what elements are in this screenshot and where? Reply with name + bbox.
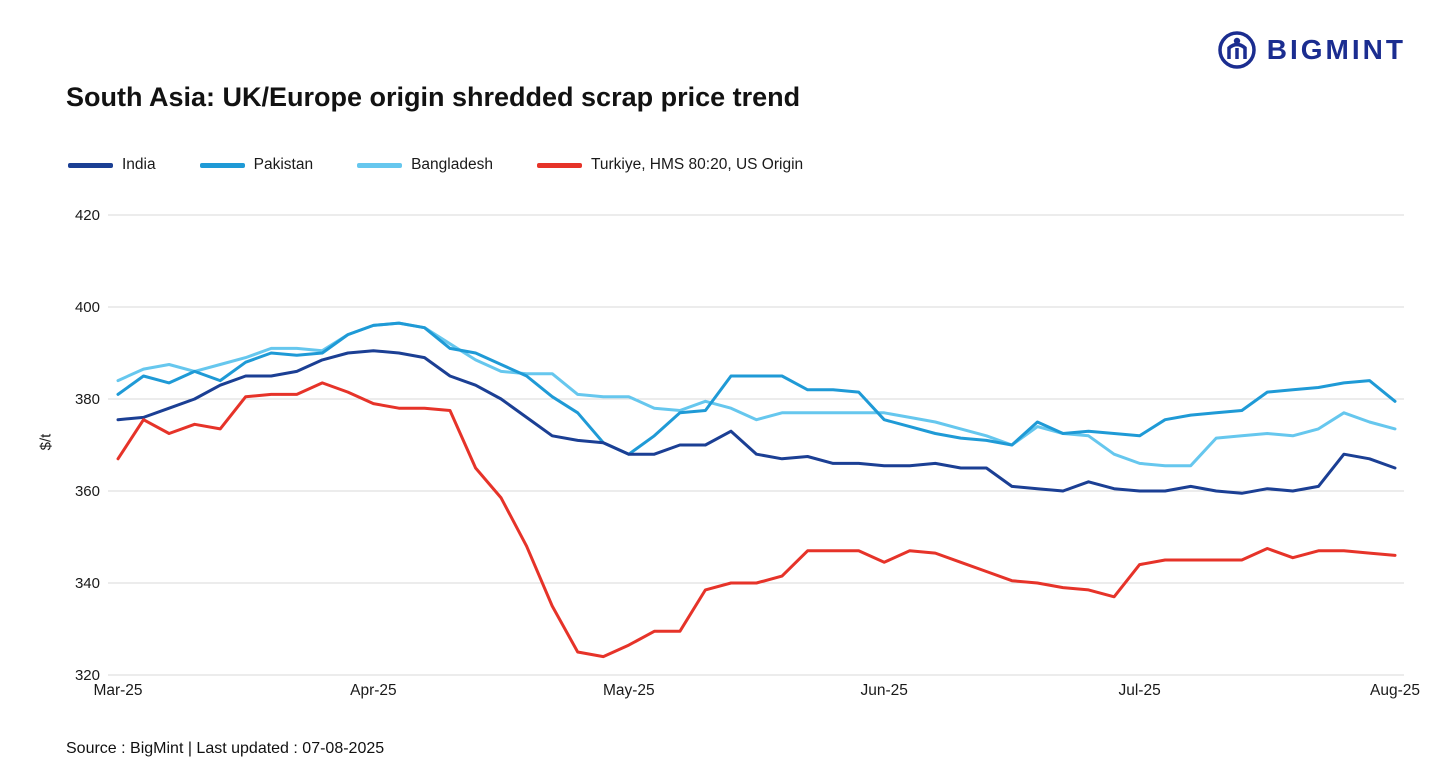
series-line-pakistan [116, 321, 1397, 456]
x-tick-label: Mar-25 [93, 682, 142, 699]
legend-label-india: India [122, 156, 156, 173]
legend-item-turkiye: Turkiye, HMS 80:20, US Origin [536, 156, 804, 174]
chart-legend: India Pakistan Bangladesh Turkiye, HMS 8… [68, 156, 803, 174]
y-tick-label: 360 [75, 483, 100, 500]
bigmint-logo: BIGMINT [1217, 30, 1406, 70]
legend-swatch-turkiye [536, 162, 582, 168]
legend-label-turkiye: Turkiye, HMS 80:20, US Origin [590, 156, 804, 173]
price-trend-chart: 320 340 360 380 400 420 Mar-25 Apr-25 May-25 Jun-… [75, 207, 1420, 699]
bigmint-logo-icon [1218, 31, 1256, 69]
x-tick-label: Apr-25 [350, 682, 397, 699]
chart-title: South Asia: UK/Europe origin shredded sc… [66, 82, 801, 112]
x-tick-label: Jun-25 [860, 682, 907, 699]
legend-item-india: India [68, 156, 156, 174]
y-tick-label: 400 [75, 299, 100, 316]
series-line-india [116, 349, 1397, 495]
series-line-bangladesh [116, 321, 1397, 468]
legend-item-bangladesh: Bangladesh [357, 156, 493, 174]
y-tick-label: 380 [75, 391, 100, 408]
x-tick-label: Aug-25 [1370, 682, 1420, 699]
legend-label-bangladesh: Bangladesh [411, 156, 493, 173]
source-note: Source : BigMint | Last updated : 07-08-… [66, 740, 385, 757]
y-tick-label: 340 [75, 575, 100, 592]
x-tick-label: Jul-25 [1118, 682, 1160, 699]
series-line-turkiye [116, 381, 1397, 659]
legend-swatch-bangladesh [357, 162, 403, 168]
bigmint-logo-text: BIGMINT [1266, 34, 1406, 65]
legend-swatch-pakistan [199, 162, 245, 168]
x-tick-label: May-25 [603, 682, 655, 699]
legend-item-pakistan: Pakistan [199, 156, 314, 174]
y-tick-label: 420 [75, 207, 100, 224]
y-tick-label: 320 [75, 667, 100, 684]
legend-swatch-india [68, 162, 113, 168]
legend-label-pakistan: Pakistan [253, 156, 314, 173]
